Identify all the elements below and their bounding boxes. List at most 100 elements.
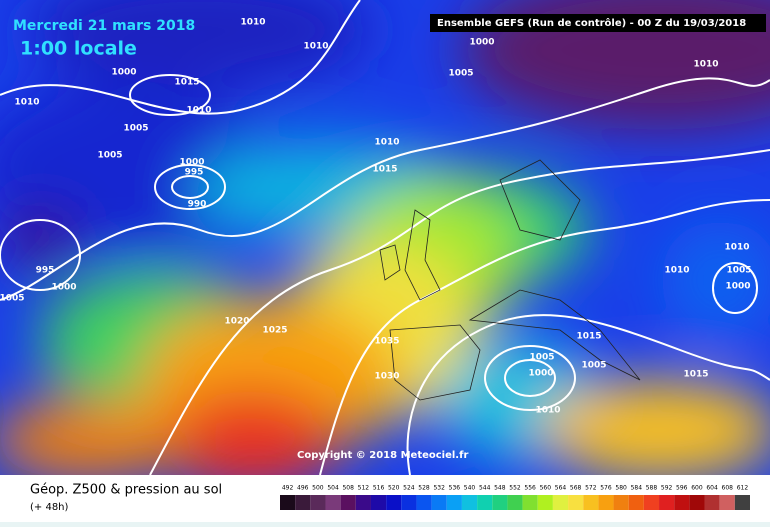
isobar-label: 1000 bbox=[725, 282, 750, 292]
colorbar-swatch bbox=[340, 495, 356, 510]
time: 1:00 locale bbox=[20, 38, 137, 60]
isobar-label: 1005 bbox=[123, 124, 148, 134]
colorbar-label: 612 bbox=[737, 485, 749, 492]
colorbar-swatch bbox=[613, 495, 629, 510]
colorbar-swatch bbox=[325, 495, 341, 510]
bottom-strip bbox=[0, 522, 770, 527]
isobar-label: 1010 bbox=[374, 138, 399, 148]
colorbar-label: 492 bbox=[282, 485, 294, 492]
colorbar-label: 560 bbox=[540, 485, 552, 492]
colorbar-swatch bbox=[704, 495, 720, 510]
field bbox=[0, 0, 770, 475]
isobar-label: 1010 bbox=[724, 243, 749, 253]
colorbar-swatch bbox=[659, 495, 675, 510]
colorbar-label: 536 bbox=[449, 485, 461, 492]
isobar-label: 995 bbox=[185, 168, 204, 178]
colorbar-swatch bbox=[552, 495, 569, 510]
colorbar-label: 532 bbox=[433, 485, 445, 492]
isobar-label: 1015 bbox=[576, 332, 601, 342]
colorbar-label: 552 bbox=[509, 485, 521, 492]
isobar-label: 1010 bbox=[693, 60, 718, 70]
colorbar-swatch bbox=[583, 495, 599, 510]
colorbar-swatch bbox=[370, 495, 387, 510]
colorbar-swatch bbox=[507, 495, 523, 510]
colorbar-swatch bbox=[461, 495, 478, 510]
colorbar-label: 608 bbox=[722, 485, 734, 492]
isobar-label: 1005 bbox=[97, 151, 122, 161]
colorbar-label: 544 bbox=[479, 485, 491, 492]
isobar-label: 1010 bbox=[303, 42, 328, 52]
isobar-label: 1000 bbox=[469, 38, 494, 48]
colorbar-label: 568 bbox=[570, 485, 582, 492]
colorbar-swatch bbox=[355, 495, 371, 510]
isobar-label: 1010 bbox=[186, 106, 211, 116]
colorbar-label: 580 bbox=[615, 485, 627, 492]
isobar-label: 1015 bbox=[372, 165, 397, 175]
isobar-label: 1030 bbox=[374, 372, 399, 382]
colorbar-swatch bbox=[568, 495, 584, 510]
colorbar-label: 496 bbox=[297, 485, 309, 492]
colorbar-swatch bbox=[431, 495, 447, 510]
isobar-label: 1000 bbox=[51, 283, 76, 293]
colorbar-swatch bbox=[416, 495, 432, 510]
colorbar-label: 572 bbox=[585, 485, 597, 492]
colorbar-label: 600 bbox=[691, 485, 703, 492]
colorbar-label: 596 bbox=[676, 485, 688, 492]
isobar-label: 990 bbox=[188, 200, 207, 210]
date: Mercredi 21 mars 2018 bbox=[13, 18, 195, 34]
footer-title: Géop. Z500 & pression au sol bbox=[30, 483, 222, 498]
colorbar-label: 584 bbox=[631, 485, 643, 492]
colorbar-swatch bbox=[492, 495, 508, 510]
isobar-label: 1015 bbox=[683, 370, 708, 380]
isobar-label: 1005 bbox=[448, 69, 473, 79]
isobar-label: 1020 bbox=[224, 317, 249, 327]
colorbar-swatch bbox=[674, 495, 690, 510]
isobar-label: 1010 bbox=[535, 406, 560, 416]
colorbar-label: 592 bbox=[661, 485, 673, 492]
run-box bbox=[430, 14, 766, 32]
colorbar-swatch bbox=[295, 495, 311, 510]
isobar-label: 1000 bbox=[179, 158, 204, 168]
isobar-label: 1005 bbox=[726, 266, 751, 276]
isobar-label: 1005 bbox=[529, 353, 554, 363]
isobar-label: 1005 bbox=[581, 361, 606, 371]
colorbar-swatch bbox=[522, 495, 538, 510]
isobar-label: 1000 bbox=[528, 369, 553, 379]
isobar-label: 1010 bbox=[14, 98, 39, 108]
colorbar-label: 576 bbox=[600, 485, 612, 492]
colorbar-label: 548 bbox=[494, 485, 506, 492]
copyright: Copyright © 2018 Meteociel.fr bbox=[297, 450, 468, 461]
colorbar-label: 508 bbox=[342, 485, 354, 492]
colorbar-swatch bbox=[689, 495, 705, 510]
colorbar-label: 504 bbox=[327, 485, 339, 492]
colorbar-swatch bbox=[386, 495, 402, 510]
colorbar-swatch bbox=[280, 495, 296, 510]
coastlines bbox=[379, 159, 641, 401]
colorbar-label: 588 bbox=[646, 485, 658, 492]
colorbar-swatch bbox=[477, 495, 493, 510]
colorbar-label: 564 bbox=[555, 485, 567, 492]
colorbar-swatch bbox=[401, 495, 417, 510]
colorbar-label: 540 bbox=[464, 485, 476, 492]
isobar-label: 1015 bbox=[174, 78, 199, 88]
colorbar-label: 604 bbox=[706, 485, 718, 492]
colorbar-label: 556 bbox=[524, 485, 536, 492]
colorbar-swatch bbox=[734, 495, 750, 510]
colorbar-swatch bbox=[719, 495, 735, 510]
colorbar-label: 524 bbox=[403, 485, 415, 492]
isobar-label: 1025 bbox=[262, 326, 287, 336]
isobar-label: 995 bbox=[36, 266, 55, 276]
colorbar-label: 512 bbox=[358, 485, 370, 492]
colorbar-swatch bbox=[643, 495, 660, 510]
colorbar-label: 528 bbox=[418, 485, 430, 492]
colorbar-swatch bbox=[628, 495, 644, 510]
colorbar-label: 500 bbox=[312, 485, 324, 492]
colorbar-swatch bbox=[598, 495, 614, 510]
isobar-label: 1005 bbox=[0, 294, 25, 304]
isobar-label: 1010 bbox=[664, 266, 689, 276]
run-info: Ensemble GEFS (Run de contrôle) - 00 Z d… bbox=[437, 17, 746, 29]
colorbar-swatch bbox=[537, 495, 553, 510]
isobar-label: 1035 bbox=[374, 337, 399, 347]
